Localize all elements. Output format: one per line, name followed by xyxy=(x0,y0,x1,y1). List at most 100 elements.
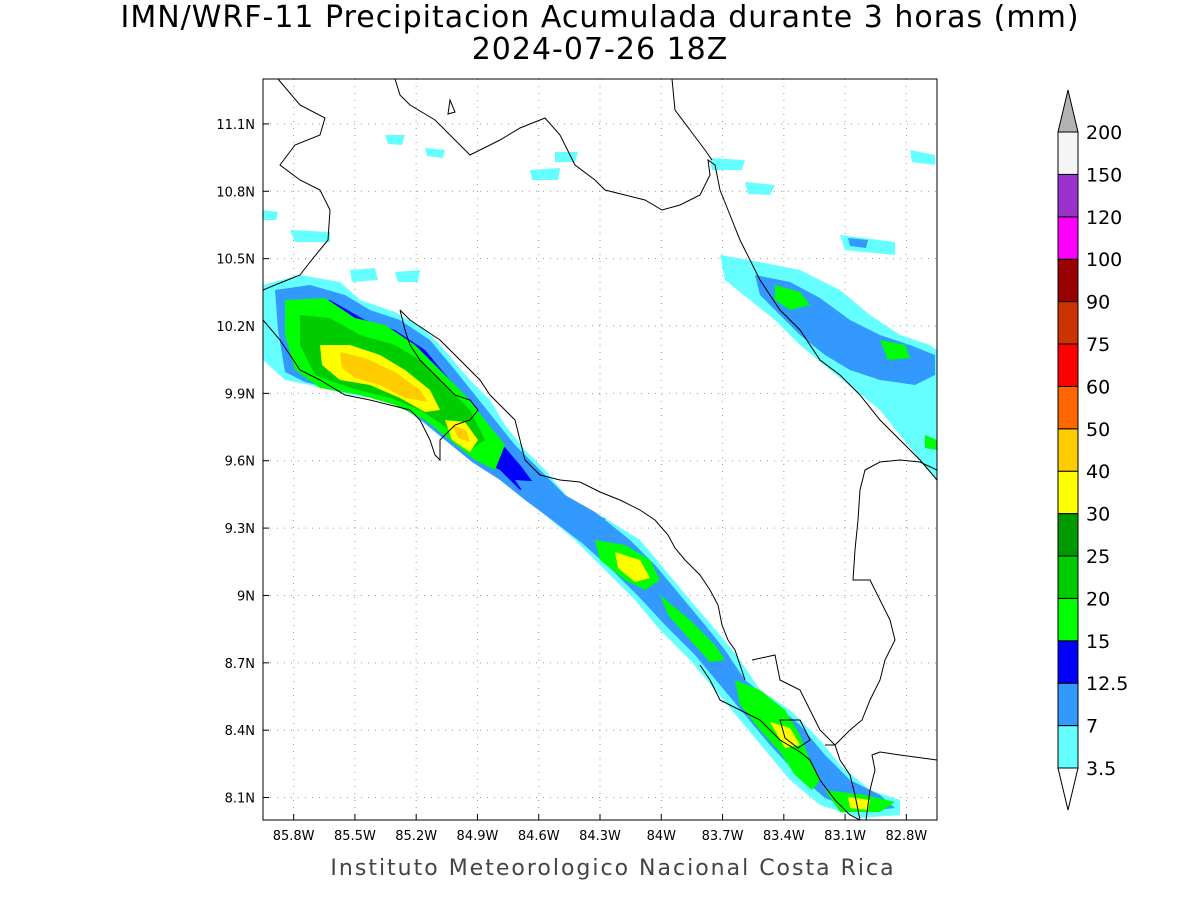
colorbar-label: 3.5 xyxy=(1086,758,1116,780)
colorbar-swatch xyxy=(1057,385,1079,430)
lat-tick-label: 8.1N xyxy=(225,792,255,807)
precip-blue-cell-c xyxy=(580,515,608,532)
colorbar-label: 12.5 xyxy=(1086,673,1128,695)
colorbar-label: 100 xyxy=(1086,249,1122,271)
precip-blue-cell-a xyxy=(515,480,550,502)
colorbar-swatch xyxy=(1057,131,1079,175)
burica-coast xyxy=(865,751,937,820)
precip-green-caribbean-b xyxy=(880,340,910,360)
lon-tick-label: 84.3W xyxy=(579,829,621,844)
precipitation-field xyxy=(263,135,937,818)
lon-tick-label: 85.5W xyxy=(334,829,376,844)
colorbar-label: 90 xyxy=(1086,292,1110,314)
lat-tick-label: 10.5N xyxy=(216,253,255,268)
precip-cyan-cell-north-e xyxy=(910,150,935,165)
lon-tick-label: 82.8W xyxy=(885,829,927,844)
colorbar-swatch xyxy=(1057,597,1079,642)
lon-tick-label: 84.6W xyxy=(518,829,560,844)
lon-tick-label: 85.8W xyxy=(273,829,315,844)
footer-credit: Instituto Meteorologico Nacional Costa R… xyxy=(330,856,896,881)
colorbar-swatch xyxy=(1057,725,1079,769)
coastlines xyxy=(263,79,937,820)
colorbar-label: 60 xyxy=(1086,376,1110,398)
precip-cyan-cell-north-f xyxy=(840,235,895,255)
map-title: IMN/WRF-11 Precipitacion Acumulada duran… xyxy=(120,0,1080,35)
map-frame xyxy=(262,78,938,821)
precip-yellow-osa xyxy=(770,722,800,748)
colorbar-label: 25 xyxy=(1086,546,1110,568)
colorbar-swatch xyxy=(1057,258,1079,303)
precip-cyan-cell-west-c xyxy=(350,268,378,282)
lat-tick-label: 11.1N xyxy=(216,118,255,133)
precip-cyan-cell-north-b xyxy=(555,152,578,162)
lon-tick-label: 83.1W xyxy=(824,829,866,844)
map-gridlines xyxy=(263,79,937,820)
colorbar-max-arrow xyxy=(1057,89,1079,133)
lat-tick-label: 9.6N xyxy=(225,455,255,470)
lon-tick-label: 83.7W xyxy=(702,829,744,844)
precip-blue-cell-north-f xyxy=(848,238,868,248)
colorbar-label: 150 xyxy=(1086,164,1122,186)
colorbar-swatch xyxy=(1057,640,1079,684)
precip-cyan-cell-west-e xyxy=(425,148,445,158)
colorbar-label: 20 xyxy=(1086,588,1110,610)
lon-tick-label: 84W xyxy=(647,829,677,844)
colorbar-label: 120 xyxy=(1086,207,1122,229)
colorbar-label: 75 xyxy=(1086,334,1110,356)
colorbar-label: 30 xyxy=(1086,504,1110,526)
gulf-nicoya-coast xyxy=(399,309,746,681)
precip-cyan-cell-west-a xyxy=(290,230,330,242)
colorbar-swatch xyxy=(1057,470,1079,515)
nicaragua-costa-rica-border-coast xyxy=(263,79,331,291)
axis-tick-labels: 85.8W 85.5W 85.2W 84.9W 84.6W 84.3W 84W 83.7W 83… xyxy=(216,118,927,844)
precip-cyan-cell-west-b xyxy=(263,210,278,220)
colorbar-swatch xyxy=(1057,343,1079,387)
lat-tick-label: 9N xyxy=(237,589,255,604)
colorbar-swatch xyxy=(1057,173,1079,218)
lat-tick-label: 9.9N xyxy=(225,387,255,402)
lat-tick-label: 10.2N xyxy=(216,320,255,335)
lat-tick-label: 9.3N xyxy=(225,522,255,537)
colorbar-label: 15 xyxy=(1086,631,1110,653)
osa-peninsula-coast xyxy=(699,664,861,820)
map-subtitle: 2024-07-26 18Z xyxy=(471,32,729,67)
precip-orange-jaco xyxy=(452,425,470,442)
colorbar-swatch xyxy=(1057,513,1079,557)
colorbar-label: 50 xyxy=(1086,419,1110,441)
precip-cyan-cell-west-f xyxy=(385,135,405,145)
lake-shape xyxy=(447,98,456,115)
lon-tick-label: 83.4W xyxy=(763,829,805,844)
north-river xyxy=(671,79,713,161)
colorbar-label: 40 xyxy=(1086,461,1110,483)
precip-cyan-cell-north-d xyxy=(745,182,775,195)
lon-tick-label: 84.9W xyxy=(457,829,499,844)
precip-cyan-cell-north-a xyxy=(530,168,560,180)
colorbar-swatch xyxy=(1057,216,1079,260)
caribbean-south-coast xyxy=(825,459,937,746)
lon-tick-label: 85.2W xyxy=(395,829,437,844)
precip-band-cyan-caribbean xyxy=(720,255,937,480)
lat-tick-label: 8.4N xyxy=(225,724,255,739)
colorbar-swatch xyxy=(1057,682,1079,727)
lat-tick-label: 10.8N xyxy=(216,185,255,200)
gulf-dulce-coast xyxy=(779,719,811,749)
colorbar-legend: 3.5 7 12.5 15 20 25 30 40 50 60 75 90 100 120 150 200 xyxy=(1057,89,1128,811)
colorbar-swatch xyxy=(1057,428,1079,472)
colorbar-label: 200 xyxy=(1086,122,1122,144)
precip-cyan-cell-north-c xyxy=(710,158,745,170)
colorbar-label: 7 xyxy=(1086,716,1098,738)
precip-cyan-cell-west-d xyxy=(395,270,420,282)
precip-green-caribbean-c xyxy=(925,435,937,450)
precip-orange-nicoya xyxy=(340,352,428,402)
colorbar-swatch xyxy=(1057,555,1079,599)
colorbar-swatch xyxy=(1057,301,1079,345)
nicoya-coast xyxy=(263,309,479,462)
precip-yellow-golfito xyxy=(848,797,870,810)
precip-green-dominical xyxy=(660,595,725,662)
colorbar-min-arrow xyxy=(1057,767,1079,811)
precip-blue-cell-b xyxy=(545,500,580,522)
precip-yellow-quepos xyxy=(615,552,650,582)
lat-tick-label: 8.7N xyxy=(225,657,255,672)
north-border xyxy=(394,79,937,481)
